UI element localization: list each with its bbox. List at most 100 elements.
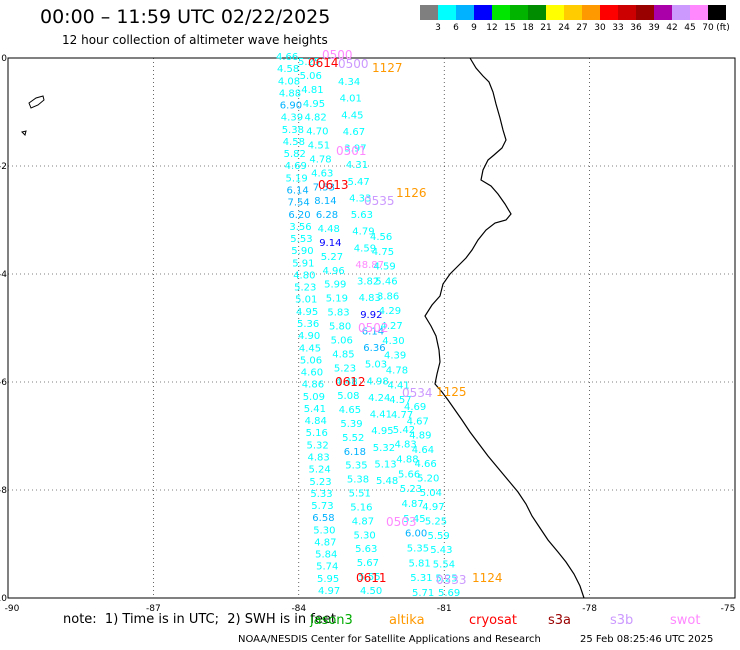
legend-label: 3 xyxy=(435,23,441,33)
wave-height-value: 4.80 xyxy=(293,271,315,282)
wave-height-value: 5.51 xyxy=(349,489,371,500)
wave-height-value: 5.03 xyxy=(365,360,387,371)
wave-height-value: 6.90 xyxy=(280,101,302,112)
wave-height-value: 5.30 xyxy=(313,525,335,536)
wave-height-value: 5.38 xyxy=(282,125,304,136)
wave-height-value: 5.01 xyxy=(295,295,317,306)
wave-height-value: 4.66 xyxy=(276,52,298,63)
wave-height-value: 3.82 xyxy=(357,277,379,288)
legend-label: 42 xyxy=(666,23,678,33)
wave-height-value: 4.39 xyxy=(384,351,406,362)
wave-height-value: 4.85 xyxy=(332,349,354,360)
wave-height-value: 6.18 xyxy=(344,447,366,458)
wave-height-value: 4.87 xyxy=(314,538,336,549)
wave-height-value: 4.90 xyxy=(298,331,320,342)
wave-height-value: 5.23 xyxy=(294,283,316,294)
legend-label: 36 xyxy=(630,23,642,33)
pass-time-label: 0535 xyxy=(364,194,395,208)
legend-swatch xyxy=(546,5,564,20)
legend-swatch xyxy=(672,5,690,20)
timestamp-text: 25 Feb 08:25:46 UTC 2025 xyxy=(580,634,714,645)
x-tick-label: -87 xyxy=(146,604,161,614)
wave-height-value: 3.56 xyxy=(289,222,311,233)
wave-height-value: 4.95 xyxy=(296,307,318,318)
wave-height-value: 4.48 xyxy=(336,377,358,388)
wave-height-value: 4.96 xyxy=(323,266,345,277)
legend-swatch xyxy=(600,5,618,20)
page-subtitle: 12 hour collection of altimeter wave hei… xyxy=(62,33,328,47)
wave-height-value: 4.34 xyxy=(338,77,360,88)
legend-label: 45 xyxy=(684,23,696,33)
wave-height-value: 4.08 xyxy=(278,76,300,87)
wave-height-value: 4.58 xyxy=(277,64,299,75)
wave-height-value: 5.52 xyxy=(342,433,364,444)
y-tick-label: 0 xyxy=(1,54,7,64)
pass-time-label: 0500 xyxy=(322,48,353,62)
wave-height-value: 5.23 xyxy=(309,477,331,488)
island xyxy=(28,95,45,109)
y-tick-label: -6 xyxy=(0,378,7,388)
x-tick-label: -90 xyxy=(5,604,20,614)
wave-height-value: 4.83 xyxy=(395,440,417,451)
wave-height-value: 5.20 xyxy=(417,474,439,485)
wave-height-value: 4.58 xyxy=(283,137,305,148)
wave-height-value: 5.04 xyxy=(420,488,442,499)
legend-label: 24 xyxy=(558,23,570,33)
legend-swatch xyxy=(438,5,456,20)
wave-height-value: 5.25 xyxy=(435,574,457,585)
legend-label: 6 xyxy=(453,23,459,33)
wave-height-value: 5.33 xyxy=(310,489,332,500)
wave-height-value: 5.06 xyxy=(331,335,353,346)
legend-swatch xyxy=(654,5,672,20)
wave-height-value: 5.46 xyxy=(375,277,397,288)
legend-swatch xyxy=(636,5,654,20)
wave-height-value: 5.16 xyxy=(306,428,328,439)
y-tick-label: -2 xyxy=(0,162,7,172)
wave-height-value: 5.43 xyxy=(430,545,452,556)
pass-time-label: 1124 xyxy=(472,571,503,585)
wave-height-value: 3.97 xyxy=(344,144,366,155)
wave-height-value: 4.69 xyxy=(285,161,307,172)
wave-height-value: 6.00 xyxy=(405,529,427,540)
x-tick-label: -78 xyxy=(582,604,597,614)
wave-height-value: 5.74 xyxy=(316,562,338,573)
wave-height-value: 6.58 xyxy=(312,513,334,524)
wave-height-value: 4.66 xyxy=(415,459,437,470)
wave-height-value: 9.92 xyxy=(360,310,382,321)
pass-time-label: 0533 xyxy=(436,573,467,587)
wave-height-value: 4.24 xyxy=(368,393,390,404)
pass-time-label: 0613 xyxy=(318,178,349,192)
wave-height-value: 4.97 xyxy=(422,502,444,513)
wave-height-value: 4.41 xyxy=(370,410,392,421)
legend-swatch xyxy=(492,5,510,20)
wave-height-value: 4.59 xyxy=(354,243,376,254)
legend-label: 33 xyxy=(612,23,624,33)
legend-swatch xyxy=(564,5,582,20)
wave-height-value: 4.78 xyxy=(309,154,331,165)
wave-height-value: 5.81 xyxy=(409,558,431,569)
legend-swatch xyxy=(474,5,492,20)
note-text: note: 1) Time is in UTC; 2) SWH is in fe… xyxy=(63,612,336,627)
wave-height-value: 5.36 xyxy=(297,319,319,330)
pass-time-label: 0501 xyxy=(336,144,367,158)
wave-height-value: 5.69 xyxy=(438,588,460,599)
wave-height-value: 4.75 xyxy=(372,247,394,258)
wave-height-value: 4.64 xyxy=(412,445,434,456)
wave-height-value: 4.98 xyxy=(367,376,389,387)
legend-swatch xyxy=(708,5,726,20)
wave-height-value: 5.25 xyxy=(298,57,320,68)
wave-height-value: 5.06 xyxy=(300,71,322,82)
credit-text: NOAA/NESDIS Center for Satellite Applica… xyxy=(238,634,541,645)
legend-swatch xyxy=(528,5,546,20)
wave-height-value: 6.36 xyxy=(363,343,385,354)
wave-height-value: 5.30 xyxy=(354,530,376,541)
wave-height-value: 4.51 xyxy=(308,141,330,152)
wave-height-value: 4.83 xyxy=(308,453,330,464)
wave-height-value: 4.95 xyxy=(371,426,393,437)
x-tick-label: -81 xyxy=(437,604,452,614)
legend-label: 70 xyxy=(702,23,714,33)
wave-height-value: 5.08 xyxy=(337,391,359,402)
y-tick-label: -8 xyxy=(0,486,7,496)
wave-height-value: 5.59 xyxy=(428,531,450,542)
